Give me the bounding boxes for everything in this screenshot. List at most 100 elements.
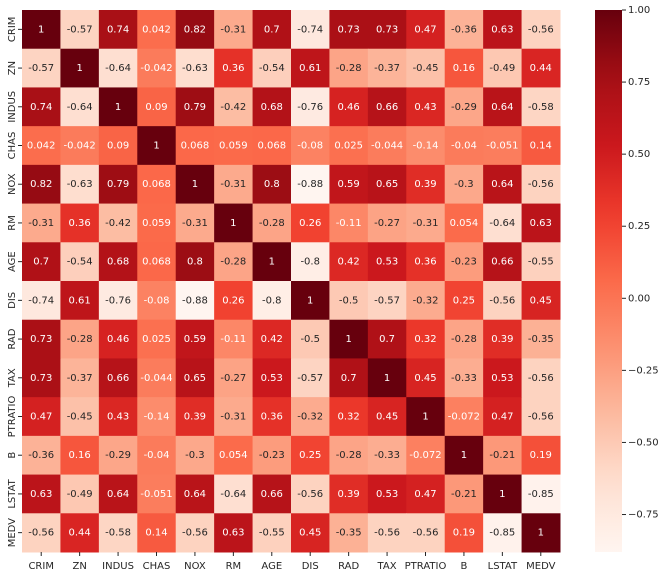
heatmap-cell [406,474,446,514]
heatmap-cell [291,203,330,243]
heatmap-cell [406,319,446,359]
heatmap-cell [98,87,138,127]
heatmap-cell [22,319,61,359]
heatmap-cell [252,319,292,359]
heatmap-cell [329,164,369,205]
heatmap-cell [406,397,446,437]
heatmap-cell [406,242,446,282]
y-tick-label: PTRATIO [7,396,18,438]
cell-label: 0.44 [69,528,91,539]
heatmap-cell [329,126,369,166]
cell-label: 0.63 [30,489,52,500]
heatmap-cell [291,319,330,359]
cell-label: 0.26 [299,218,321,229]
heatmap-cell [483,48,523,88]
heatmap-cell [98,358,138,398]
heatmap-cell [367,397,407,437]
cell-label: 0.73 [338,24,360,35]
heatmap-cell [214,164,254,205]
colorbar-tick-label: −0.75 [628,510,659,521]
heatmap-cell [98,242,138,282]
cell-label: 0.64 [491,179,513,190]
x-tick-label: DIS [302,561,319,572]
cell-label: 0.39 [338,489,360,500]
cell-label: -0.57 [28,63,54,74]
heatmap-cell [98,10,138,50]
heatmap-cell [291,513,330,553]
heatmap-cell [367,319,407,359]
heatmap-cell [521,358,561,398]
cell-label: -0.051 [486,141,518,152]
heatmap-cell [367,281,407,321]
cell-label: 0.45 [299,528,321,539]
cell-label: -0.04 [451,141,477,152]
heatmap-cell [444,48,484,88]
cell-label: 1 [384,373,390,384]
heatmap-cell [98,513,138,553]
heatmap-cell [252,242,292,282]
heatmap-cell [60,87,100,127]
heatmap-cell [483,126,523,166]
cell-label: -0.56 [528,412,554,423]
cell-label: 0.7 [33,257,49,268]
heatmap-cell [137,126,177,166]
cell-label: 0.42 [338,257,360,268]
cell-label: 0.16 [453,63,475,74]
heatmap-cell [60,10,100,50]
heatmap-cell [214,48,254,88]
cell-label: 0.66 [491,257,513,268]
cell-label: 0.47 [491,412,513,423]
cell-label: 0.46 [338,102,360,113]
heatmap-cell [367,242,407,282]
heatmap-cell [329,10,369,50]
heatmap-cell [137,435,177,476]
heatmap-cell [137,281,177,321]
cell-label: -0.42 [105,218,131,229]
cell-label: 0.09 [145,102,167,113]
cell-label: -0.49 [67,489,93,500]
heatmap-cell [252,10,292,50]
cell-label: 0.42 [261,334,283,345]
cell-label: -0.08 [144,295,170,306]
cell-label: -0.57 [67,24,93,35]
cell-label: -0.04 [144,450,170,461]
colorbar-tick-label: −0.25 [628,365,659,376]
cell-label: -0.28 [336,63,362,74]
cell-label: 0.68 [261,102,283,113]
heatmap-cell [22,48,61,88]
cell-label: 0.53 [491,373,513,384]
colorbar-tick-label: −0.50 [628,437,659,448]
heatmap-cell [444,87,484,127]
cell-label: 0.025 [334,141,363,152]
cell-label: 0.39 [184,412,206,423]
heatmap-cell [406,48,446,88]
colorbar [595,10,622,552]
heatmap-cell [22,87,61,127]
cell-label: 0.26 [222,295,244,306]
cell-label: 0.73 [30,373,52,384]
cell-label: 0.68 [107,257,129,268]
heatmap-cell [521,319,561,359]
cell-label: -0.45 [413,63,439,74]
cell-label: -0.76 [105,295,131,306]
heatmap-cell [214,10,254,50]
heatmap-cell [291,397,330,437]
cell-label: 0.63 [222,528,244,539]
cell-label: 0.61 [69,295,91,306]
cell-label: -0.5 [300,334,320,345]
heatmap-cell [406,126,446,166]
cell-label: 0.73 [30,334,52,345]
heatmap-cell [483,358,523,398]
heatmap-cell [137,10,177,50]
cell-label: 1 [269,257,275,268]
heatmap-cell [252,281,292,321]
cell-label: -0.36 [451,24,477,35]
cell-label: -0.45 [67,412,93,423]
cell-label: -0.63 [67,179,93,190]
heatmap-cell [444,281,484,321]
cell-label: -0.11 [336,218,362,229]
cell-label: 0.042 [142,24,171,35]
heatmap-cell [98,319,138,359]
colorbar-tick-label: 1.00 [628,5,650,16]
heatmap-cell [175,474,215,514]
